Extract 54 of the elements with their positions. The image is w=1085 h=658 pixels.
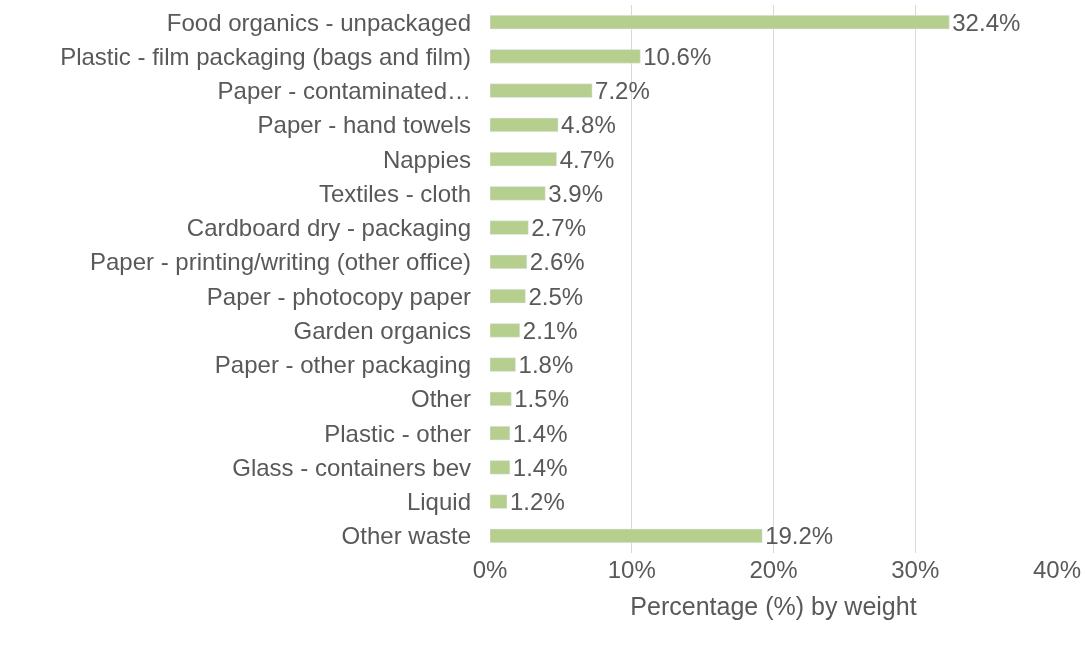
bar — [490, 15, 950, 30]
data-label: 4.8% — [561, 111, 616, 139]
data-label: 2.6% — [529, 248, 585, 276]
y-tick-label: Nappies — [382, 145, 471, 173]
bar — [490, 289, 526, 304]
data-label: 3.9% — [548, 179, 603, 207]
y-tick-label: Paper - hand towels — [257, 111, 471, 139]
bar — [490, 254, 528, 269]
data-label: 32.4% — [952, 8, 1021, 36]
y-tick-label: Paper - photocopy paper — [206, 282, 471, 310]
x-tick-label: 40% — [1032, 556, 1082, 583]
data-label: 1.4% — [512, 419, 568, 447]
y-tick-label: Plastic - film packaging (bags and film) — [60, 42, 471, 70]
bar — [490, 117, 559, 132]
data-label: 2.1% — [522, 316, 578, 344]
y-tick-label: Paper - contaminated… — [217, 77, 471, 105]
y-tick-label: Liquid — [406, 488, 471, 516]
bar — [490, 357, 516, 372]
bar — [490, 426, 511, 441]
data-label: 1.4% — [512, 453, 568, 481]
x-tick-label: 10% — [607, 556, 656, 583]
y-tick-label: Other — [410, 385, 471, 413]
bar — [490, 391, 512, 406]
bar — [490, 83, 593, 98]
y-tick-label: Garden organics — [293, 316, 471, 344]
y-tick-label: Other waste — [341, 522, 471, 550]
y-tick-label: Glass - containers bev — [232, 453, 471, 481]
data-label: 1.8% — [518, 351, 574, 379]
bar — [490, 152, 557, 167]
data-label: 7.2% — [595, 77, 650, 105]
bar — [490, 460, 511, 475]
y-tick-label: Food organics - unpackaged — [166, 8, 471, 36]
y-tick-label: Paper - other packaging — [214, 351, 471, 379]
y-tick-label: Cardboard dry - packaging — [186, 214, 471, 242]
data-label: 10.6% — [643, 42, 712, 70]
bar — [490, 323, 521, 338]
y-tick-label: Paper - printing/writing (other office) — [89, 248, 471, 276]
x-tick-label: 30% — [891, 556, 940, 583]
bar — [490, 186, 546, 201]
data-label: 2.5% — [528, 282, 584, 310]
y-tick-label: Plastic - other — [324, 419, 472, 447]
x-tick-label: 20% — [749, 556, 798, 583]
data-label: 1.2% — [510, 488, 565, 516]
x-tick-label: 0% — [472, 556, 508, 583]
bar — [490, 49, 641, 64]
bar — [490, 220, 529, 235]
x-axis-title: Percentage (%) by weight — [630, 592, 917, 620]
data-label: 1.5% — [514, 385, 569, 413]
data-label: 4.7% — [559, 145, 615, 173]
data-label: 2.7% — [531, 214, 586, 242]
data-label: 19.2% — [765, 522, 834, 550]
bar — [490, 494, 508, 509]
bar — [490, 528, 763, 543]
y-tick-label: Textiles - cloth — [318, 179, 471, 207]
